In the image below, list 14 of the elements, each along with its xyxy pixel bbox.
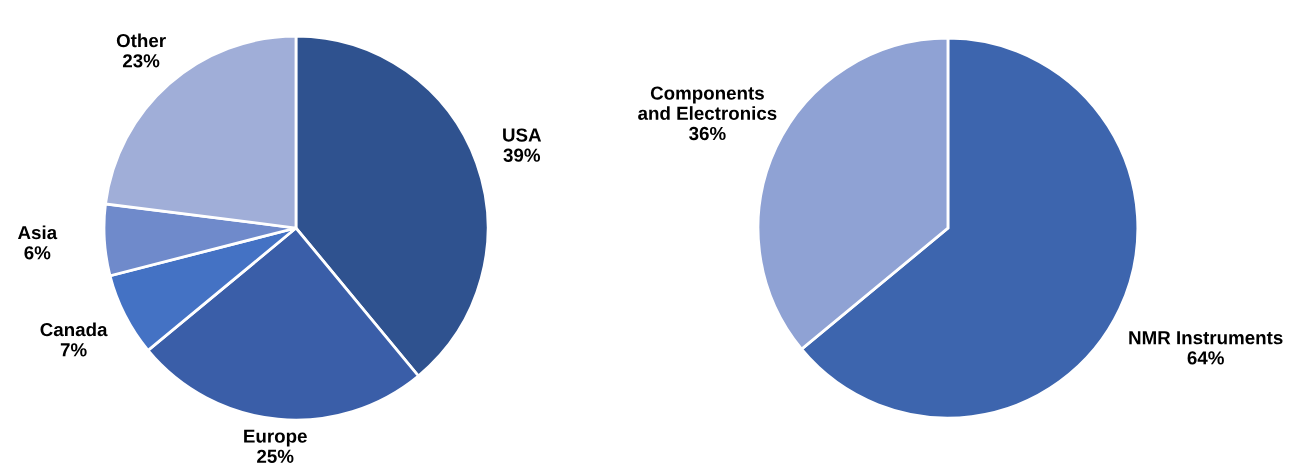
data-label: 39%: [503, 148, 541, 162]
slice-label: Components and Electronics: [638, 86, 777, 120]
slice-label: Europe: [244, 429, 307, 447]
slice-label: Asia: [17, 225, 58, 240]
data-label: 64%: [1187, 351, 1224, 365]
data-label: 7%: [60, 343, 87, 357]
slice-label: Other: [116, 33, 166, 48]
slice-label: USA: [503, 128, 542, 142]
data-label: 23%: [122, 54, 160, 68]
data-label: 6%: [24, 246, 51, 260]
data-label: 25%: [257, 449, 294, 463]
data-label: 36%: [689, 126, 726, 141]
slice-label: NMR Instruments: [1129, 331, 1283, 345]
slice-label: Canada: [40, 322, 108, 337]
